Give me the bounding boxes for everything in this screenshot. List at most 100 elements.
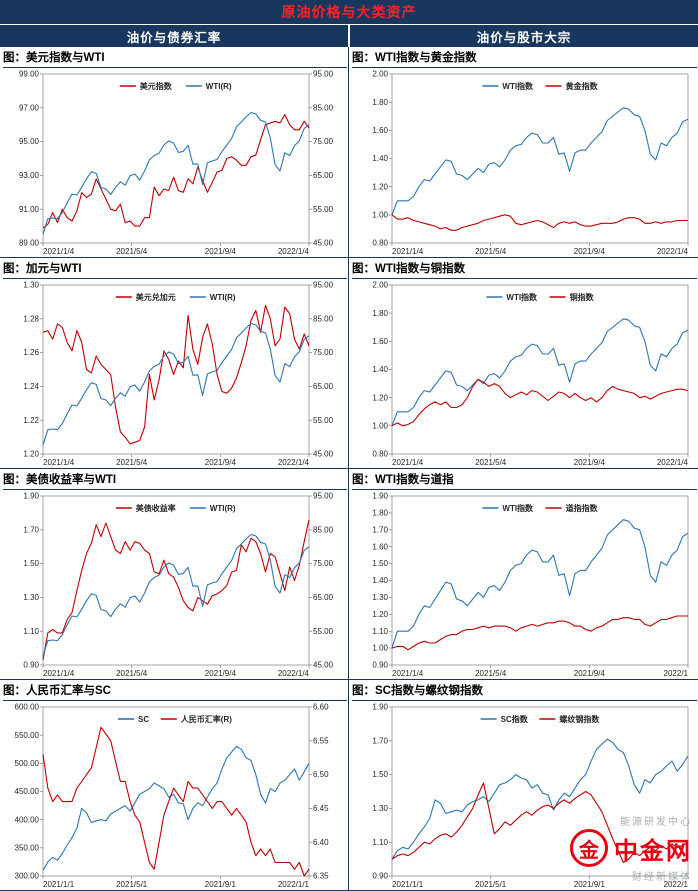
svg-text:65.00: 65.00 <box>313 593 334 602</box>
svg-text:1.90: 1.90 <box>23 492 39 501</box>
svg-text:WTI指数: WTI指数 <box>502 503 534 513</box>
svg-text:WTI(R): WTI(R) <box>210 504 236 513</box>
chart-title-wti-gold: 图：WTI指数与黄金指数 <box>352 49 697 68</box>
svg-text:WTI(R): WTI(R) <box>210 293 236 302</box>
svg-text:1.50: 1.50 <box>372 770 388 779</box>
svg-text:2021/1/4: 2021/1/4 <box>392 247 424 256</box>
wti-copper-index-chart: 0.80 1.00 1.20 1.40 1.60 1.80 2.00 2021/1/4 2021… <box>372 281 689 467</box>
svg-text:55.00: 55.00 <box>313 416 334 425</box>
svg-text:2022/1: 2022/1 <box>664 669 689 678</box>
svg-text:1.40: 1.40 <box>372 576 388 585</box>
chart-title-wti-copper: 图：WTI指数与铜指数 <box>352 260 697 279</box>
report-title-bar: 原油价格与大类资产 <box>0 0 698 25</box>
svg-text:螺纹钢指数: 螺纹钢指数 <box>559 714 600 724</box>
svg-text:1.40: 1.40 <box>372 154 388 163</box>
svg-text:6.45: 6.45 <box>313 804 329 813</box>
svg-text:美元兑加元: 美元兑加元 <box>136 292 176 302</box>
svg-text:2021/5/1: 2021/5/1 <box>116 880 148 889</box>
svg-text:1.00: 1.00 <box>372 644 388 653</box>
svg-text:2021/1/4: 2021/1/4 <box>392 458 424 467</box>
svg-text:2021/5/4: 2021/5/4 <box>116 458 148 467</box>
svg-text:铜指数: 铜指数 <box>570 292 595 302</box>
svg-text:1.60: 1.60 <box>372 337 388 346</box>
svg-text:75.00: 75.00 <box>313 137 334 146</box>
svg-text:2021/1/4: 2021/1/4 <box>392 669 424 678</box>
svg-text:1.00: 1.00 <box>372 421 388 430</box>
panel-cad-wti: 图：加元与WTI 1.20 1.22 1.24 1.26 1.28 1.30 45.00 55… <box>0 258 349 469</box>
svg-text:6.55: 6.55 <box>313 736 329 745</box>
svg-text:89.00: 89.00 <box>19 239 40 248</box>
svg-text:1.10: 1.10 <box>372 838 388 847</box>
column-headers: 油价与债券汇率 油价与股市大宗 <box>0 25 698 47</box>
svg-text:0.80: 0.80 <box>372 239 388 248</box>
svg-text:2021/9/1: 2021/9/1 <box>205 880 237 889</box>
svg-text:1.50: 1.50 <box>23 559 39 568</box>
svg-text:SC指数: SC指数 <box>501 714 529 724</box>
svg-text:2021/5/1: 2021/5/1 <box>475 880 507 889</box>
svg-text:1.20: 1.20 <box>23 450 39 459</box>
svg-text:道指指数: 道指指数 <box>566 503 599 513</box>
svg-text:2021/9/4: 2021/9/4 <box>205 669 237 678</box>
svg-text:1.80: 1.80 <box>372 509 388 518</box>
svg-text:95.00: 95.00 <box>313 70 334 79</box>
svg-text:95.00: 95.00 <box>313 281 334 290</box>
svg-text:2021/9/4: 2021/9/4 <box>574 458 606 467</box>
svg-text:1.90: 1.90 <box>372 492 388 501</box>
panel-treasury-wti: 图：美债收益率与WTI 0.90 1.10 1.30 1.50 1.70 1.90 45.0… <box>0 469 349 680</box>
chart-title-cad-wti: 图：加元与WTI <box>3 260 347 279</box>
cny-sc-chart: 300.00 350.00 400.00 450.00 500.00 550.00 600.… <box>15 703 330 889</box>
svg-text:2.00: 2.00 <box>372 70 388 79</box>
svg-text:45.00: 45.00 <box>313 450 334 459</box>
svg-text:2021/5/4: 2021/5/4 <box>116 669 148 678</box>
svg-text:1.70: 1.70 <box>372 525 388 534</box>
svg-text:0.80: 0.80 <box>372 450 388 459</box>
svg-text:1.10: 1.10 <box>372 627 388 636</box>
svg-text:1.28: 1.28 <box>23 314 39 323</box>
svg-text:1.22: 1.22 <box>23 416 39 425</box>
panel-cny-sc: 图：人民币汇率与SC 300.00 350.00 400.00 450.00 500.0… <box>0 680 349 891</box>
svg-text:500.00: 500.00 <box>15 759 40 768</box>
sc-rebar-index-chart: 0.90 1.10 1.30 1.50 1.70 1.90 2021/1/1 2021/5/1… <box>372 703 688 889</box>
svg-text:2022/1/4: 2022/1/4 <box>278 458 310 467</box>
svg-text:2022/1/4: 2022/1/4 <box>657 458 689 467</box>
svg-text:91.00: 91.00 <box>19 205 40 214</box>
svg-text:0.90: 0.90 <box>372 872 388 881</box>
svg-text:300.00: 300.00 <box>15 872 40 881</box>
svg-text:550.00: 550.00 <box>15 731 40 740</box>
svg-text:2021/5/4: 2021/5/4 <box>475 458 507 467</box>
svg-text:55.00: 55.00 <box>313 627 334 636</box>
svg-text:1.30: 1.30 <box>23 281 39 290</box>
column-header-bonds-fx: 油价与债券汇率 <box>0 25 348 47</box>
svg-text:85.00: 85.00 <box>313 525 334 534</box>
svg-text:1.10: 1.10 <box>23 627 39 636</box>
svg-text:65.00: 65.00 <box>313 382 334 391</box>
svg-text:95.00: 95.00 <box>19 137 40 146</box>
chart-title-cny-sc: 图：人民币汇率与SC <box>3 682 347 701</box>
svg-text:2021/1/4: 2021/1/4 <box>43 669 75 678</box>
svg-text:65.00: 65.00 <box>313 171 334 180</box>
chart-title-wti-dow: 图：WTI指数与道指 <box>352 471 697 490</box>
svg-text:2021/9/1: 2021/9/1 <box>574 880 606 889</box>
report-title: 原油价格与大类资产 <box>281 4 417 20</box>
svg-text:1.80: 1.80 <box>372 309 388 318</box>
svg-text:SC: SC <box>138 715 149 724</box>
chart-title-treasury-wti: 图：美债收益率与WTI <box>3 471 347 490</box>
charts-grid: 图：美元指数与WTI 89.00 91.00 93.00 95.00 97.00 99.0… <box>0 47 698 891</box>
svg-text:1.20: 1.20 <box>372 393 388 402</box>
cad-wti-chart: 1.20 1.22 1.24 1.26 1.28 1.30 45.00 55.00 65.00 7… <box>23 281 334 467</box>
svg-text:2021/5/4: 2021/5/4 <box>116 247 148 256</box>
svg-text:45.00: 45.00 <box>313 239 334 248</box>
svg-text:1.24: 1.24 <box>23 382 39 391</box>
svg-text:6.60: 6.60 <box>313 703 329 712</box>
svg-text:2021/9/4: 2021/9/4 <box>574 669 606 678</box>
svg-text:450.00: 450.00 <box>15 787 40 796</box>
chart-title-sc-rebar: 图：SC指数与螺纹钢指数 <box>352 682 697 701</box>
svg-text:2.00: 2.00 <box>372 281 388 290</box>
svg-text:2022/1/4: 2022/1/4 <box>278 247 310 256</box>
svg-text:1.30: 1.30 <box>372 804 388 813</box>
svg-text:1.70: 1.70 <box>23 525 39 534</box>
svg-text:1.60: 1.60 <box>372 126 388 135</box>
svg-text:2022/1/4: 2022/1/4 <box>657 247 689 256</box>
column-header-equity-commodity: 油价与股市大宗 <box>348 25 698 47</box>
svg-text:WTI指数: WTI指数 <box>506 292 538 302</box>
